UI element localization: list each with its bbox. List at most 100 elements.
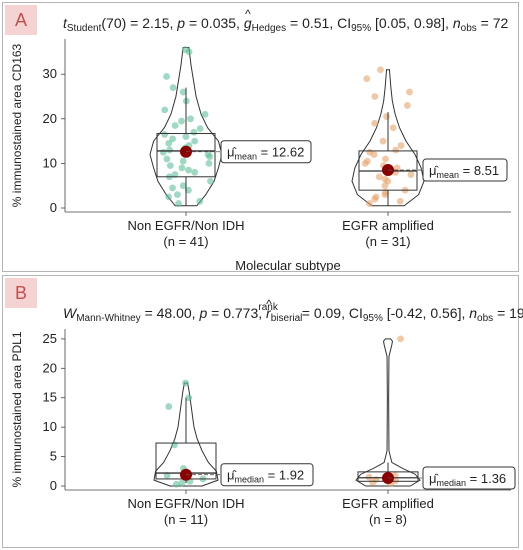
data-point (174, 191, 181, 199)
data-point (196, 125, 204, 133)
data-point (171, 171, 179, 178)
data-point (178, 164, 186, 172)
data-point (381, 182, 389, 190)
panel-a-plot: 0 10 20 30 % immunostained area CD163 μ̂mean … (10, 39, 511, 271)
data-point (396, 197, 404, 205)
data-point (369, 479, 377, 486)
y-tick-label: 30 (43, 66, 57, 81)
panel-a: 0 10 20 30 % immunostained area CD163 μ̂mean … (2, 2, 519, 272)
x-category-n: (n = 8) (369, 512, 407, 527)
data-point (363, 75, 371, 83)
data-point (190, 128, 198, 136)
data-point (165, 139, 173, 147)
panel-b-plot: 0 5 10 15 20 25 % immunostained area PDL1 μ̂med… (10, 329, 516, 527)
data-point (161, 131, 169, 138)
mean-label: μ̂median = 1.92 (227, 468, 304, 485)
x-category-n: (n = 11) (164, 512, 208, 527)
data-point (184, 186, 192, 194)
x-axis-label: Molecular subtype (235, 258, 341, 271)
data-point (370, 151, 378, 158)
data-point (397, 142, 405, 149)
x-category-label: Non EGFR/Non IDH (127, 496, 244, 511)
data-point (371, 195, 379, 203)
data-point (182, 133, 190, 141)
data-point (403, 102, 411, 109)
y-tick-label: 5 (50, 449, 57, 464)
data-point (361, 160, 369, 167)
y-axis-label: % immunostained area PDL1 (10, 331, 24, 487)
mean-label: μ̂mean = 8.51 (429, 163, 499, 180)
panel-b-tag: B (5, 278, 37, 308)
y-axis-label: % immunostained area CD163 (10, 43, 24, 207)
data-point (397, 335, 405, 343)
data-point (366, 200, 373, 207)
data-point (406, 88, 413, 96)
data-point (381, 191, 389, 199)
data-point (207, 177, 214, 185)
data-point (392, 146, 400, 154)
data-point (205, 160, 213, 167)
data-point (191, 168, 199, 176)
data-point (163, 73, 171, 80)
data-point (172, 480, 180, 488)
data-point (178, 117, 185, 125)
data-point (178, 479, 186, 487)
mean-label-box (220, 463, 314, 487)
data-point (383, 113, 390, 120)
data-point (179, 157, 187, 165)
data-point (165, 403, 173, 410)
data-point (169, 84, 177, 91)
x-category-label: Non EGFR/Non IDH (127, 218, 244, 233)
data-point (163, 155, 171, 163)
data-point (187, 115, 194, 123)
data-point (166, 162, 174, 170)
box (156, 133, 216, 178)
data-point (382, 155, 389, 163)
data-point (169, 135, 177, 143)
data-point (185, 48, 193, 56)
data-point (179, 182, 187, 190)
x-category-label: EGFR amplified (342, 496, 434, 511)
data-point (185, 166, 192, 174)
panel-a-stats: tStudent(70) = 2.15, p = 0.035, gHedges … (63, 7, 508, 34)
mean-label: μ̂mean = 12.62 (227, 145, 304, 162)
data-point (379, 137, 387, 145)
data-point (169, 184, 176, 192)
data-point (389, 124, 397, 132)
mean-label: μ̂median = 1.36 (429, 471, 506, 488)
y-tick-label: 10 (43, 419, 57, 434)
y-tick-label: 20 (43, 360, 57, 375)
mean-label-box (422, 466, 516, 490)
data-point (407, 171, 415, 178)
y-tick-label: 0 (50, 478, 57, 493)
data-point (163, 472, 171, 479)
data-point (179, 88, 187, 96)
data-point (185, 394, 193, 402)
data-point (161, 106, 169, 114)
data-point (206, 153, 214, 161)
data-point (175, 200, 182, 207)
panel-b-stats: WMann-Whitney = 48.00, p = 0.773, rbiser… (63, 297, 523, 324)
panel-a-tag: A (5, 5, 37, 35)
x-category-n: (n = 41) (163, 234, 208, 249)
x-category-label: EGFR amplified (342, 218, 434, 233)
x-category-n: (n = 31) (365, 234, 410, 249)
violin-outline (355, 338, 421, 487)
data-point (196, 197, 204, 205)
data-point (159, 148, 167, 156)
data-point (392, 477, 400, 485)
y-tick-label: 25 (43, 331, 57, 346)
data-point (165, 193, 172, 201)
data-point (371, 93, 379, 100)
data-point (171, 122, 179, 129)
panel-b: 0 5 10 15 20 25 % immunostained area PDL1 μ̂med… (2, 275, 523, 548)
y-tick-label: 0 (50, 200, 57, 215)
data-point (191, 137, 199, 145)
mean-label-box (422, 158, 508, 182)
y-tick-label: 20 (43, 111, 57, 126)
data-point (201, 110, 209, 118)
data-point (166, 146, 174, 154)
data-point (171, 441, 178, 449)
y-tick-label: 15 (43, 390, 57, 405)
y-tick-label: 10 (43, 155, 57, 170)
